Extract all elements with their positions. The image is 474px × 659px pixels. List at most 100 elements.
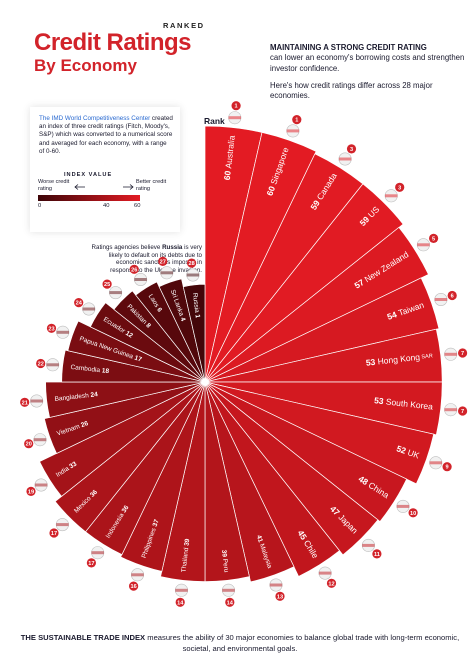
value-label: 18 [101,367,109,375]
flag-stripe [318,571,332,575]
rank-badge [20,397,30,407]
rank-badge [175,597,185,607]
flag-stripe [131,573,144,577]
flag-stripe [385,194,398,198]
rank-badge [74,298,84,308]
value-label: 39 [220,549,228,559]
flag-stripe [228,116,241,120]
country-label: Australia [223,135,237,169]
intro-second: Here's how credit ratings differ across … [270,80,433,101]
rank-badge [36,358,46,369]
value-label: 39 [183,538,191,546]
rank-badge [458,406,468,416]
value-label: 60 [265,183,278,197]
arrow-left-icon [74,184,85,190]
rank-number: 14 [227,600,234,606]
flag-stripe [175,588,188,592]
label-peru: 39 Peru [220,549,230,573]
rank-badge [292,115,302,125]
label-australia: 60 Australia [222,135,237,181]
bar-singapore [204,131,317,383]
rank-badge [129,581,139,591]
scale-tick-mid: 40 [103,203,110,209]
flag-stripe [82,307,95,311]
flag-stripe [429,461,442,465]
flag-stripe [444,408,457,412]
rank-number: 1 [295,118,298,124]
label-cambodia: Cambodia 18 [70,364,110,375]
value-label: 36 [120,504,130,514]
value-label: 4 [179,316,187,322]
bar-china [204,381,408,522]
rank-number: 22 [38,362,44,368]
bar-russia [182,283,206,383]
methodology-body: created an index of three credit ratings… [39,115,173,155]
page-title: Credit Ratings [34,29,192,56]
rank-badge [102,279,112,289]
country-label: Cambodia [70,364,102,374]
rank-badge [86,558,96,568]
note-prefix: Ratings agencies believe [91,244,161,251]
rank-badge [395,182,405,192]
imd-link[interactable]: The IMD World Competitiveness Center [39,115,151,122]
bar-india [39,381,206,497]
label-thailand: Thailand 39 [180,538,191,573]
bar-vietnam [43,381,206,454]
value-label: 1 [194,314,201,319]
index-color-scale [38,195,140,201]
intro-heading: MAINTAINING A STRONG CREDIT RATING [270,43,427,52]
country-label: Thailand [180,545,190,572]
flag-stripe [286,129,300,133]
flag-stripe [33,438,47,442]
footer-text: THE SUSTAINABLE TRADE INDEX measures the… [20,633,460,654]
value-label: 52 [395,444,409,457]
index-value-title: INDEX VALUE [64,172,113,178]
methodology-text: The IMD World Competitiveness Center cre… [39,115,173,156]
bar-papua-new-guinea [67,320,206,383]
value-label: 17 [133,354,143,363]
rank-number: 5 [432,236,435,242]
flag-stripe [417,243,430,247]
rank-number: 11 [374,552,380,558]
bar-malaysia [204,381,295,583]
label-russia: Russia 1 [191,293,201,319]
bar-pakistan [113,290,206,383]
value-label: 36 [89,488,99,498]
country-label: Peru [221,558,230,573]
arrow-right-icon [123,184,134,190]
flag-stripe [338,157,352,161]
intro-body: can lower an economy's borrowing costs a… [270,53,465,73]
rank-number: 17 [51,531,57,537]
country-label: UK [406,447,421,460]
country-label: Russia [191,293,200,315]
rank-number: 9 [446,465,449,471]
flag-stripe [362,543,375,547]
value-label: 8 [145,322,153,330]
wedge-group [39,125,443,583]
bar-philippines [120,381,206,572]
bar-taiwan [204,277,440,383]
rank-number: 12 [328,581,334,587]
rank-number: 16 [130,584,136,590]
flag-group: 1133567791011121314141617171920212223242… [20,101,468,607]
bar-chile [204,381,340,577]
rank-number: 3 [350,147,353,153]
rank-badge [275,591,285,601]
rank-number: 21 [22,400,28,406]
rank-badge [26,486,36,496]
flag-stripe [444,352,457,356]
bar-japan [204,381,379,556]
value-label: 54 [386,309,400,322]
value-label: 26 [80,420,90,429]
rank-badge [49,528,59,538]
methodology-box: The IMD World Competitiveness Center cre… [30,107,180,232]
rank-number: 13 [277,594,283,600]
rank-badge [187,258,197,268]
rank-number: 27 [160,259,166,265]
flag-stripe [134,278,147,281]
flag-stripe [56,330,69,334]
flag-stripe [434,298,448,301]
rank-badge [225,597,235,607]
footer-body: measures the ability of 30 major economi… [147,633,460,653]
